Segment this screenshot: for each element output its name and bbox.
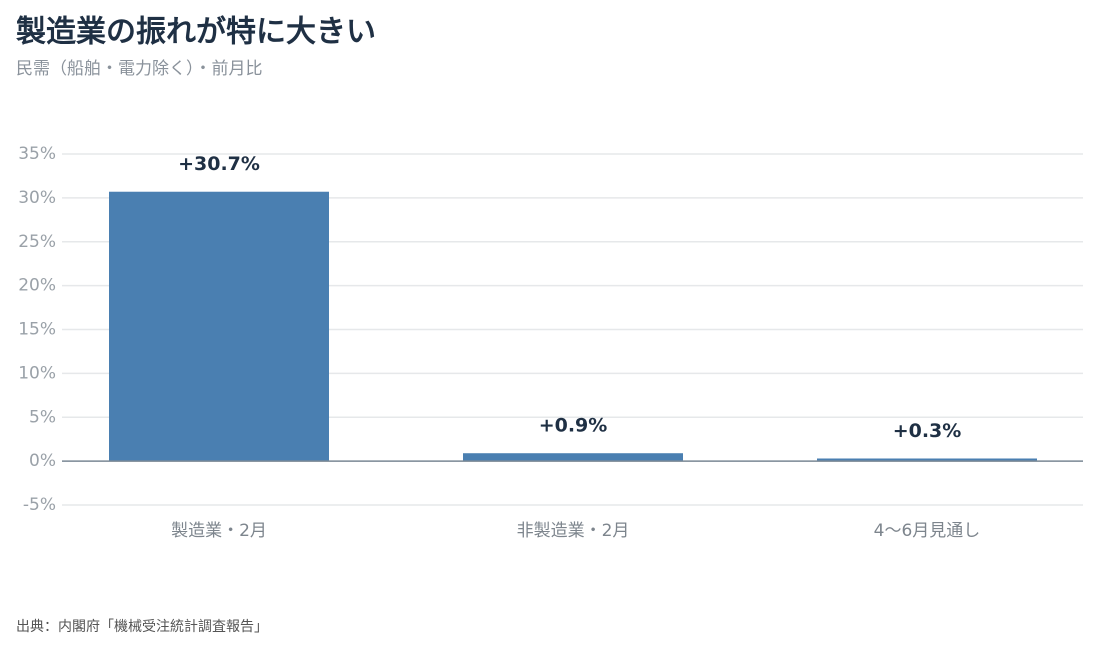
x-tick-label: 非製造業・2月 <box>517 521 630 541</box>
chart-title: 製造業の振れが特に大きい <box>16 15 376 50</box>
y-tick-label: 35% <box>18 144 56 164</box>
bar <box>109 191 329 462</box>
y-tick-label: 20% <box>18 276 56 296</box>
value-label: +0.9% <box>539 415 608 437</box>
y-tick-label: 5% <box>29 407 56 427</box>
y-tick-label: 25% <box>18 232 56 252</box>
y-tick-label: -5% <box>23 495 56 515</box>
source-note: 出典：内閣府「機械受注統計調査報告」 <box>16 619 268 635</box>
bar <box>817 458 1037 462</box>
y-tick-label: 15% <box>18 320 56 340</box>
bar <box>463 453 683 462</box>
value-label: +30.7% <box>178 153 260 175</box>
chart-subtitle: 民需（船舶・電力除く）・前月比 <box>16 59 263 79</box>
y-tick-label: 30% <box>18 188 56 208</box>
x-tick-label: 製造業・2月 <box>171 521 267 541</box>
x-tick-label: 4～6月見通し <box>874 521 981 541</box>
y-tick-label: 0% <box>29 451 56 471</box>
y-tick-label: 10% <box>18 363 56 383</box>
value-label: +0.3% <box>893 420 962 442</box>
